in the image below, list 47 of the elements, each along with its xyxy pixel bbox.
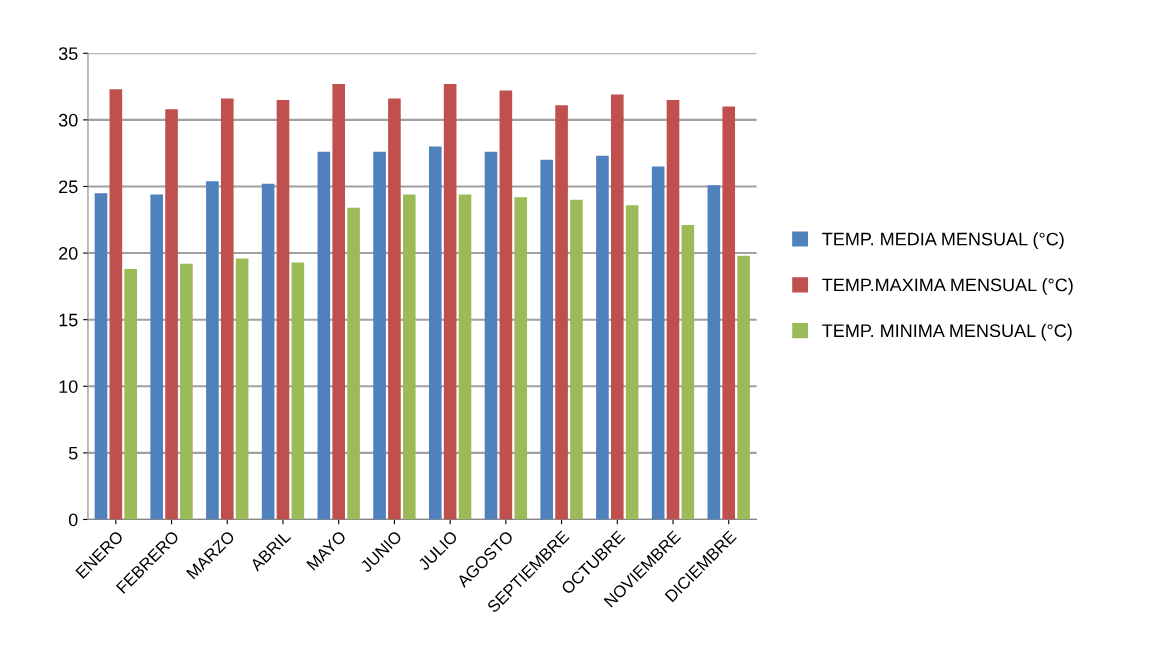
bar <box>332 83 346 520</box>
bar <box>220 98 234 520</box>
y-tick-label: 20 <box>59 247 78 260</box>
bar <box>570 199 583 520</box>
bar <box>261 183 275 520</box>
bar <box>180 263 193 520</box>
y-tick-label: 5 <box>68 447 78 460</box>
bar <box>681 225 695 520</box>
y-tick-label: 10 <box>59 380 78 393</box>
bar <box>291 262 305 520</box>
y-tick-label: 25 <box>59 180 78 194</box>
bar <box>150 194 164 520</box>
bar <box>124 269 138 520</box>
bar <box>540 159 554 520</box>
bar <box>206 181 219 520</box>
legend-label: TEMP.MAXIMA MENSUAL (°C) <box>822 278 1073 295</box>
bar <box>596 155 609 520</box>
legend-label: TEMP. MINIMA MENSUAL (°C) <box>822 323 1072 341</box>
y-tick-label: 15 <box>59 313 78 327</box>
bar <box>514 197 528 520</box>
y-tick-label: 30 <box>58 113 78 127</box>
bar <box>458 194 472 520</box>
bar <box>666 99 680 520</box>
bar <box>94 193 108 520</box>
bar <box>388 98 401 520</box>
y-tick-label: 35 <box>58 47 78 60</box>
bar <box>428 146 442 520</box>
bar <box>373 151 386 520</box>
bar <box>610 94 624 520</box>
bar <box>625 205 639 520</box>
bar <box>317 151 331 520</box>
bar <box>737 255 750 520</box>
bar <box>235 258 249 520</box>
bar <box>347 207 360 520</box>
bar <box>109 89 123 520</box>
y-tick-label: 0 <box>68 513 78 527</box>
bar <box>722 106 736 520</box>
bar <box>651 166 665 520</box>
bar <box>555 105 568 520</box>
bar <box>402 194 416 520</box>
bar <box>276 99 290 520</box>
bar <box>707 185 721 520</box>
bar <box>165 109 178 520</box>
bar <box>443 83 457 520</box>
bar <box>484 151 498 520</box>
legend-label: TEMP. MEDIA MENSUAL (°C) <box>822 232 1064 250</box>
bar <box>499 90 513 520</box>
